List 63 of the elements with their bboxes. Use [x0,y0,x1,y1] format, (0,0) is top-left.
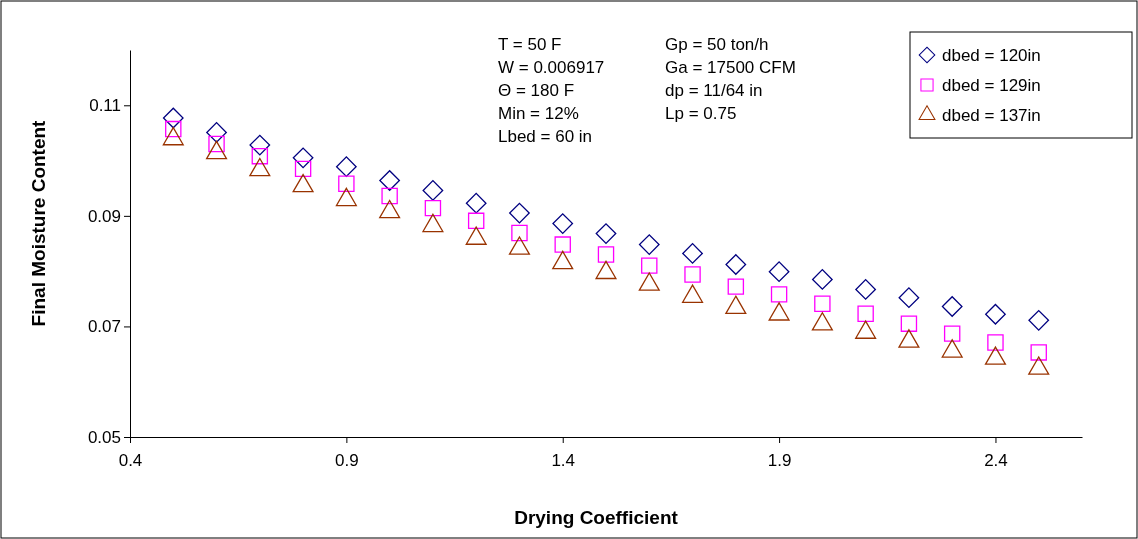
point [206,121,227,143]
y-tick-label: 0.09 [87,206,121,226]
point [294,160,312,178]
point [814,295,831,312]
point [338,175,355,193]
legend-label: dbed = 137in [942,106,1041,125]
point [595,223,617,244]
point [511,224,528,242]
annotation: dp = 11/64 in [665,81,763,100]
point [900,315,918,332]
point [597,246,615,263]
x-tick-label: 1.9 [767,451,792,471]
annotation: Lp = 0.75 [665,104,737,123]
annotation: W = 0.006917 [498,58,605,77]
y-tick-label: 0.05 [87,427,121,447]
point [985,303,1006,325]
annotation: Gp = 50 ton/h [665,35,769,54]
point [811,269,833,290]
legend-label: dbed = 120in [942,46,1041,65]
point [855,278,877,300]
point [249,134,271,156]
point [509,202,530,224]
point [898,287,920,309]
point [552,213,574,234]
point [768,261,790,283]
y-axis-title: Final Moisture Content [28,119,49,327]
x-tick-label: 0.4 [118,451,143,471]
legend-label: dbed = 129in [942,76,1041,95]
point [467,212,485,230]
point [684,266,701,283]
point [335,156,357,178]
point [943,325,961,342]
point [424,199,442,217]
annotation: T = 50 F [498,35,562,54]
annotation: Min = 12% [498,104,579,123]
point [987,334,1004,351]
point [465,192,487,214]
annotation: Θ = 180 F [498,81,575,100]
x-tick-label: 2.4 [984,451,1008,471]
point [422,180,444,201]
point [682,243,703,264]
annotation: Ga = 17500 CFM [665,58,796,77]
x-tick-label: 1.4 [551,451,576,471]
point [251,147,269,165]
y-tick-label: 0.07 [87,317,121,337]
point [162,107,184,129]
point [379,170,401,191]
y-tick-label: 0.11 [89,96,121,116]
point [727,278,745,295]
point [725,254,747,275]
annotation: Lbed = 60 in [498,127,593,146]
point [857,305,874,322]
point [770,286,788,303]
point [554,236,571,253]
point [641,257,658,274]
point [381,187,398,205]
point [638,234,660,255]
point [941,296,963,317]
point [1028,309,1050,331]
point [292,147,314,169]
x-axis-title: Drying Coefficient [514,507,679,528]
point [1030,344,1047,361]
x-tick-label: 0.9 [335,451,359,471]
